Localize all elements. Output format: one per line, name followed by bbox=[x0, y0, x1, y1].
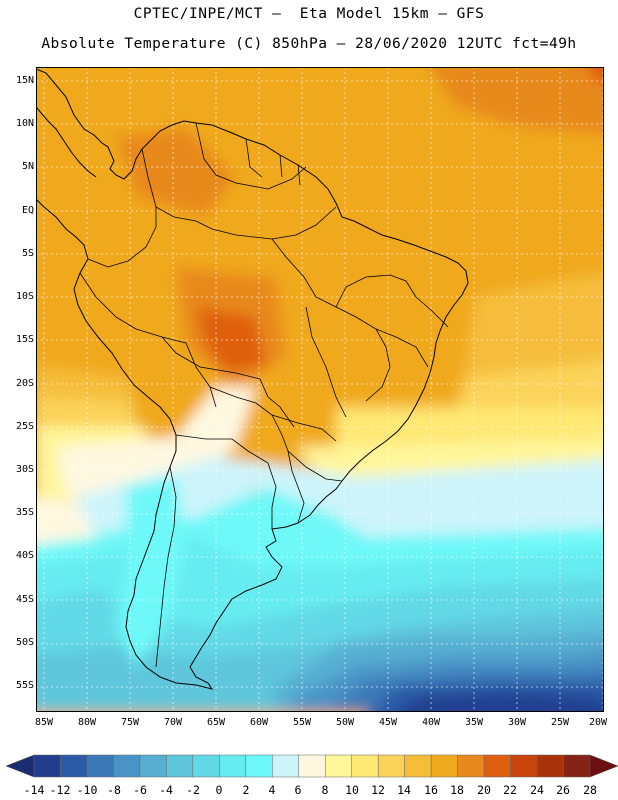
scale-swatch bbox=[139, 754, 167, 778]
scale-swatch bbox=[60, 754, 88, 778]
scale-label: 14 bbox=[397, 783, 411, 797]
lat-label-5s: 5S bbox=[21, 248, 34, 259]
scale-label: 26 bbox=[556, 783, 570, 797]
scale-swatch bbox=[404, 754, 432, 778]
scale-swatch bbox=[192, 754, 220, 778]
lon-label-20w: 20W bbox=[588, 717, 608, 728]
scale-label: -8 bbox=[107, 783, 121, 797]
scale-label: -4 bbox=[159, 783, 173, 797]
lat-label-10s: 10S bbox=[15, 291, 34, 302]
scale-label: 4 bbox=[268, 783, 276, 797]
scale-label: 16 bbox=[424, 783, 438, 797]
lat-label-40s: 40S bbox=[15, 550, 34, 561]
lon-label-70w: 70W bbox=[163, 717, 183, 728]
scale-swatch bbox=[377, 754, 405, 778]
scale-high-arrow bbox=[589, 754, 618, 778]
scale-swatch bbox=[298, 754, 326, 778]
lat-label-eq: EQ bbox=[21, 205, 34, 216]
lat-label-30s: 30S bbox=[15, 464, 34, 475]
lat-label-25s: 25S bbox=[15, 421, 34, 432]
scale-swatch bbox=[563, 754, 591, 778]
scale-swatch bbox=[324, 754, 352, 778]
scale-label: 20 bbox=[477, 783, 491, 797]
lat-label-45s: 45S bbox=[15, 594, 34, 605]
lon-label-40w: 40W bbox=[421, 717, 441, 728]
scale-label: 24 bbox=[530, 783, 544, 797]
lat-label-20s: 20S bbox=[15, 378, 34, 389]
scale-swatch bbox=[430, 754, 458, 778]
scale-label: 18 bbox=[450, 783, 464, 797]
scale-label: 28 bbox=[583, 783, 597, 797]
scale-swatch bbox=[166, 754, 194, 778]
scale-swatch bbox=[219, 754, 247, 778]
scale-label: 0 bbox=[215, 783, 223, 797]
lon-label-30w: 30W bbox=[507, 717, 527, 728]
title-line-1: CPTEC/INPE/MCT – Eta Model 15km – GFS bbox=[133, 6, 485, 22]
scale-label: 22 bbox=[503, 783, 517, 797]
scale-swatch bbox=[33, 754, 61, 778]
temperature-field bbox=[36, 67, 604, 712]
lon-label-85w: 85W bbox=[34, 717, 54, 728]
scale-swatch bbox=[510, 754, 538, 778]
scale-swatch bbox=[483, 754, 511, 778]
scale-label: 10 bbox=[345, 783, 359, 797]
scale-swatch bbox=[457, 754, 485, 778]
lat-label-10n: 10N bbox=[15, 118, 34, 129]
scale-label: 2 bbox=[242, 783, 250, 797]
lat-label-55s: 55S bbox=[15, 680, 34, 691]
temperature-map bbox=[36, 67, 604, 712]
scale-label: -2 bbox=[186, 783, 200, 797]
lon-label-60w: 60W bbox=[249, 717, 269, 728]
lon-label-45w: 45W bbox=[378, 717, 398, 728]
lat-label-5n: 5N bbox=[21, 161, 34, 172]
scale-label: -10 bbox=[76, 783, 98, 797]
scale-swatch bbox=[351, 754, 379, 778]
title-line-2: Absolute Temperature (C) 850hPa – 28/06/… bbox=[41, 36, 577, 52]
scale-label: 8 bbox=[321, 783, 329, 797]
scale-label: 6 bbox=[294, 783, 302, 797]
scale-swatch bbox=[86, 754, 114, 778]
coastlines bbox=[36, 68, 469, 690]
lat-label-50s: 50S bbox=[15, 637, 34, 648]
scale-swatch bbox=[536, 754, 564, 778]
color-scale-bar bbox=[6, 754, 618, 778]
lat-label-35s: 35S bbox=[15, 507, 34, 518]
lon-label-25w: 25W bbox=[550, 717, 570, 728]
lon-label-65w: 65W bbox=[206, 717, 226, 728]
scale-label: 12 bbox=[371, 783, 385, 797]
scale-swatch bbox=[272, 754, 300, 778]
lat-label-15n: 15N bbox=[15, 75, 34, 86]
scale-label: -12 bbox=[49, 783, 71, 797]
lon-label-35w: 35W bbox=[464, 717, 484, 728]
lon-label-75w: 75W bbox=[120, 717, 140, 728]
scale-swatch bbox=[245, 754, 273, 778]
lon-label-55w: 55W bbox=[292, 717, 312, 728]
scale-low-arrow bbox=[6, 754, 35, 778]
lon-label-80w: 80W bbox=[77, 717, 97, 728]
scale-label: -14 bbox=[23, 783, 45, 797]
scale-swatch bbox=[113, 754, 141, 778]
lat-label-15s: 15S bbox=[15, 334, 34, 345]
scale-label: -6 bbox=[133, 783, 147, 797]
lon-label-50w: 50W bbox=[335, 717, 355, 728]
country-borders bbox=[79, 122, 449, 668]
